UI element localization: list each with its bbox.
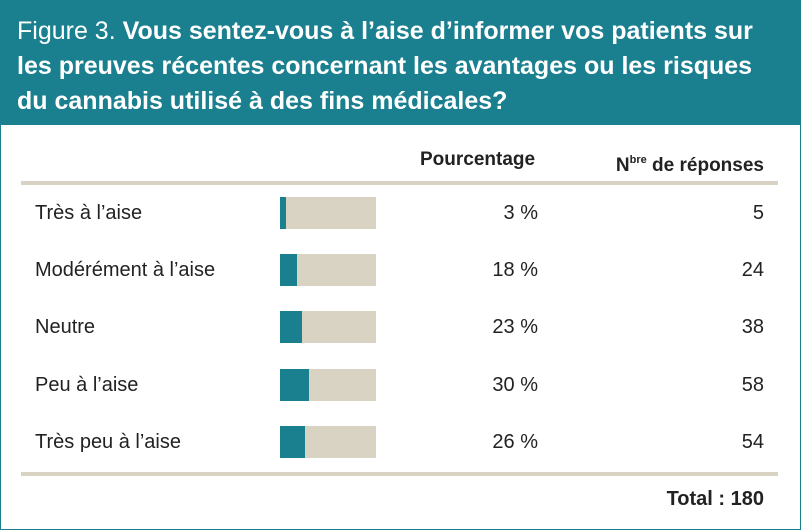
figure-question: Vous sentez-vous à l’aise d’informer vos…: [17, 17, 753, 115]
figure-label: Figure 3.: [17, 17, 116, 45]
count-header-sup: bre: [629, 154, 647, 166]
bar-track: [280, 197, 376, 229]
category-label: Très à l’aise: [35, 202, 143, 224]
figure-header: Figure 3. Vous sentez-vous à l’aise d’in…: [1, 1, 800, 125]
bar-track: [280, 368, 376, 401]
bar-track: [280, 254, 376, 287]
category-label: Neutre: [35, 316, 96, 339]
count-header-prefix: N: [615, 155, 630, 176]
response-count: 24: [741, 259, 764, 282]
table-row: Très à l’aise 3 % 5: [21, 187, 778, 239]
bar-fill: [280, 368, 309, 401]
bar-fill: [280, 197, 286, 229]
count-header-suffix: de réponses: [646, 155, 764, 176]
total-label: Total : 180: [666, 488, 764, 510]
category-label: Peu à l’aise: [35, 373, 139, 396]
table-row: Neutre 23 % 38: [21, 301, 778, 353]
response-count: 5: [752, 202, 764, 224]
percentage-value: 30 %: [492, 373, 538, 396]
percentage-value: 23 %: [492, 316, 538, 339]
bar-fill: [280, 254, 298, 287]
bar-track: [280, 311, 376, 344]
bar-track: [280, 425, 376, 458]
percentage-value: 3 %: [503, 202, 538, 224]
category-label: Très peu à l’aise: [35, 430, 181, 453]
percentage-value: 26 %: [492, 430, 538, 453]
column-header-count: Nbre de réponses: [616, 143, 764, 177]
table-row: Modérément à l’aise 18 % 24: [21, 244, 778, 296]
table-row: Peu à l’aise 30 % 58: [21, 359, 778, 411]
bar-fill: [280, 425, 305, 458]
response-count: 58: [741, 373, 764, 396]
header-separator: [21, 181, 778, 185]
table-row: Très peu à l’aise 26 % 54: [21, 416, 778, 468]
column-header-percentage: Pourcentage: [420, 149, 536, 170]
bar-fill: [280, 311, 303, 344]
response-count: 54: [741, 430, 764, 453]
bottom-separator: [21, 472, 778, 476]
response-count: 38: [741, 316, 764, 339]
percentage-value: 18 %: [492, 259, 538, 282]
category-label: Modérément à l’aise: [35, 259, 216, 282]
